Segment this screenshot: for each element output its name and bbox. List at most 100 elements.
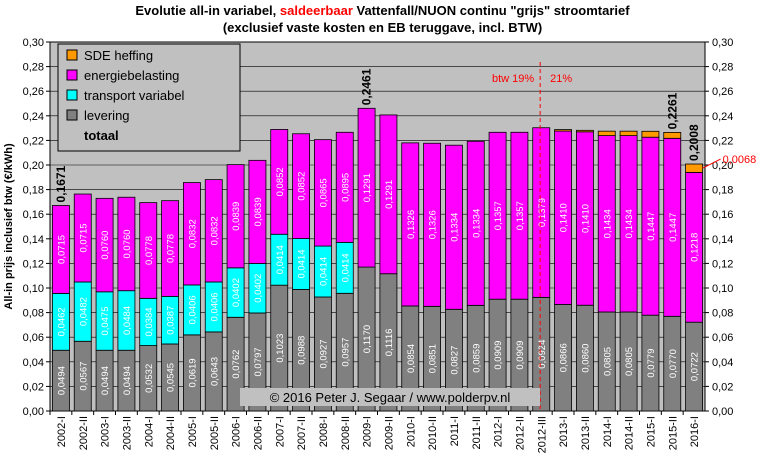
bar-segment <box>379 114 398 275</box>
y-tick-label: 0,24 <box>23 111 44 123</box>
x-tick-label: 2014-I <box>602 416 614 447</box>
total-label: 0,2461 <box>360 68 374 105</box>
segment-label: 0,1326 <box>428 210 439 239</box>
segment-label: 0,0762 <box>231 350 242 379</box>
segment-label: 0,0860 <box>580 344 591 373</box>
x-tick-label: 2003-I <box>100 416 112 447</box>
segment-label: 0,1334 <box>449 213 460 242</box>
x-tick-label: 2013-I <box>558 416 570 447</box>
segment-label: 0,0475 <box>100 306 111 335</box>
segment-label: 0,0854 <box>406 344 417 373</box>
x-tick-label: 2006-II <box>252 416 264 450</box>
segment-label: 0,1334 <box>471 209 482 238</box>
x-tick-label: 2003-II <box>121 416 133 450</box>
segment-label: 0,0619 <box>187 358 198 387</box>
y-tick-label: 0,20 <box>23 160 44 172</box>
bar-segment <box>335 131 354 243</box>
bar-segment <box>270 129 289 235</box>
segment-label: 0,1218 <box>690 233 701 262</box>
legend-label: transport variabel <box>84 88 185 103</box>
segment-label: 0,0909 <box>493 341 504 370</box>
segment-label: 0,0760 <box>122 229 133 258</box>
y-tick-label: 0,12 <box>23 258 44 270</box>
legend-swatch <box>66 89 78 101</box>
x-tick-label: 2011-I <box>449 416 461 446</box>
y-tick-label-right: 0,30 <box>712 37 733 49</box>
title-part-2: Vattenfall/NUON continu "grijs" stroomta… <box>352 3 630 18</box>
y-tick-label: 0,06 <box>23 332 44 344</box>
segment-label: 0,0839 <box>253 197 264 226</box>
segment-label: 0,0760 <box>100 231 111 260</box>
segment-label: 0,0406 <box>187 295 198 324</box>
callout-line <box>702 158 721 169</box>
legend-label: levering <box>84 108 130 123</box>
y-tick-label: 0,14 <box>23 234 44 246</box>
x-tick-label: 2009-I <box>362 416 374 447</box>
x-tick-label: 2012-III <box>536 416 548 453</box>
y-axis-label: All-in prijs inclusief btw (€/kWh) <box>3 143 15 310</box>
bar-segment <box>510 131 529 300</box>
watermark-bg <box>240 388 540 406</box>
bar-segment <box>161 200 179 297</box>
y-tick-label-right: 0,24 <box>712 111 733 123</box>
y-tick-label: 0,02 <box>23 381 44 393</box>
segment-label: 0,0715 <box>78 223 89 252</box>
segment-label: 0,1291 <box>384 180 395 209</box>
segment-label: 0,1357 <box>493 201 504 230</box>
segment-label: 0,0859 <box>471 344 482 373</box>
x-tick-label: 2007-I <box>274 416 286 447</box>
y-tick-label-right: 0,26 <box>712 86 733 98</box>
segment-label: 0,0805 <box>602 347 613 376</box>
segment-label: 0,0827 <box>449 346 460 375</box>
segment-label: 0,0797 <box>253 347 264 376</box>
segment-label: 0,0770 <box>668 349 679 378</box>
segment-label: 0,0839 <box>231 202 242 231</box>
x-tick-label: 2004-I <box>143 416 155 447</box>
btw-left-label: btw 19% <box>492 73 534 85</box>
bar-segment <box>466 140 485 306</box>
segment-label: 0,0778 <box>166 234 177 263</box>
y-tick-label-right: 0,18 <box>712 185 733 197</box>
y-tick-label: 0,18 <box>23 185 44 197</box>
segment-label: 0,1023 <box>275 334 286 363</box>
segment-label: 0,1379 <box>537 198 548 227</box>
segment-label: 0,0957 <box>340 338 351 367</box>
x-tick-label: 2002-II <box>78 416 90 450</box>
bar-segment <box>292 133 310 239</box>
bar-segment <box>248 159 267 264</box>
btw-right-label: 21% <box>550 73 572 85</box>
legend: SDE heffing energiebelasting transport var… <box>57 43 241 152</box>
y-tick-label-right: 0,20 <box>712 160 733 172</box>
segment-label: 0,0532 <box>144 364 155 393</box>
y-tick-label: 0,26 <box>23 86 44 98</box>
bar-segment <box>597 130 616 137</box>
y-tick-label-right: 0,28 <box>712 62 733 74</box>
y-tick-label-right: 0,02 <box>712 381 733 393</box>
y-tick-label-right: 0,12 <box>712 258 733 270</box>
bar-segment <box>226 164 245 269</box>
bar-segment <box>488 131 507 300</box>
segment-label: 0,0722 <box>690 352 701 381</box>
watermark: © 2016 Peter J. Segaar / www.polderpv.nl <box>240 388 540 406</box>
segment-label: 0,1434 <box>602 209 613 238</box>
segment-label: 0,0545 <box>166 363 177 392</box>
segment-label: 0,0779 <box>646 349 657 378</box>
bar-segment <box>641 130 660 138</box>
x-tick-label: 2005-I <box>187 416 199 447</box>
bar-segment <box>117 196 136 292</box>
segment-label: 0,1434 <box>624 209 635 238</box>
bar-segment <box>52 205 70 294</box>
segment-label: 0,0414 <box>275 245 286 274</box>
segment-label: 0,0852 <box>297 172 308 201</box>
segment-label: 0,0851 <box>428 344 439 373</box>
y-tick-label-right: 0,22 <box>712 135 733 147</box>
y-tick-label-right: 0,08 <box>712 308 733 320</box>
x-tick-label: 2010-II <box>427 416 439 450</box>
title-highlight: saldeerbaar <box>279 3 353 18</box>
bar-segment <box>139 202 158 299</box>
x-tick-label: 2008-II <box>340 416 352 450</box>
legend-label: SDE heffing <box>84 48 153 63</box>
bar-segment <box>619 130 638 137</box>
segment-label: 0,0494 <box>56 366 67 395</box>
total-label: 0,2261 <box>665 92 679 129</box>
